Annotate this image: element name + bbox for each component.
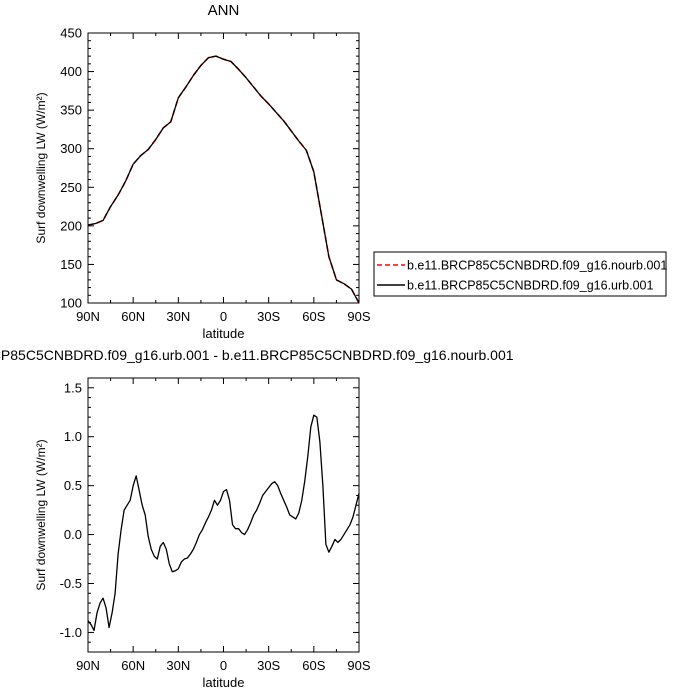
plot-frame [87,377,360,653]
chart-title: ANN [208,2,240,19]
x-tick-label: 30S [257,658,280,673]
x-tick-label: 0 [220,309,227,324]
y-tick-label: 1.0 [64,429,82,444]
y-tick-label: 1.5 [64,380,82,395]
y-tick-label: 350 [60,103,82,118]
y-axis-label: Surf downwelling LW (W/m²) [34,92,48,243]
series-line-urb-001 [87,55,360,304]
y-tick-label: 100 [60,296,82,311]
y-tick-label: 200 [60,218,82,233]
y-axis-label: Surf downwelling LW (W/m²) [34,439,48,590]
x-tick-label: 30N [166,309,190,324]
y-tick-label: 300 [60,141,82,156]
series-line-nourb-001 [87,55,360,304]
y-tick-label: -0.5 [60,576,82,591]
y-tick-label: 0.5 [64,478,82,493]
x-tick-label: 90N [76,309,100,324]
x-tick-label: 60N [121,658,145,673]
x-tick-label: 60S [302,309,325,324]
legend-label: b.e11.BRCP85C5CNBDRD.f09_g16.nourb.001 [407,259,667,273]
x-tick-label: 90N [76,658,100,673]
x-tick-label: 60N [121,309,145,324]
chart-title: b.e11.BRCP85C5CNBDRD.f09_g16.urb.001 - b… [0,347,514,363]
x-tick-label: 90S [347,658,370,673]
y-tick-label: -1.0 [60,625,82,640]
bottom-panel: 90N 60N 30N 0 30S 60S 90S -1.0 -0.5 0.0 0.5 1.0 1.5 b… [0,347,514,690]
y-tick-label: 450 [60,26,82,41]
x-axis-label: latitude [203,326,245,341]
y-tick-label: 150 [60,257,82,272]
y-tick-label: 0.0 [64,527,82,542]
x-tick-label: 0 [220,658,227,673]
legend-box [373,251,667,297]
legend-label: b.e11.BRCP85C5CNBDRD.f09_g16.urb.001 [407,279,653,293]
y-tick-label: 250 [60,180,82,195]
x-tick-label: 30S [257,309,280,324]
top-panel: 90N 60N 30N 0 30S 60S 90S 100 150 200 250 300 350 400… [34,2,371,341]
legend: b.e11.BRCP85C5CNBDRD.f09_g16.nourb.001 b.… [373,251,667,297]
y-tick-label: 400 [60,64,82,79]
x-tick-label: 30N [166,658,190,673]
x-tick-label: 60S [302,658,325,673]
plot-frame [87,32,360,304]
x-tick-label: 90S [347,309,370,324]
series-line-difference [87,414,360,632]
x-axis-label: latitude [203,675,245,690]
